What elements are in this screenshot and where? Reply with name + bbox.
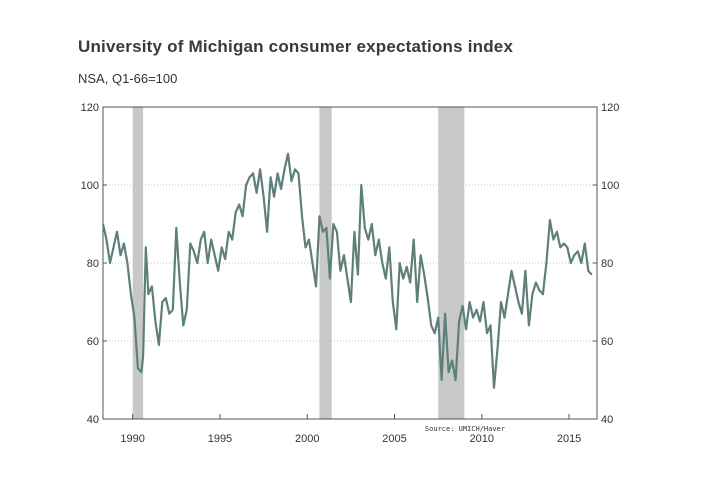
gridlines: [103, 184, 597, 342]
x-tick-label: 2005: [382, 433, 406, 445]
y-tick-label-left: 100: [81, 180, 99, 192]
chart-title: University of Michigan consumer expectat…: [78, 37, 514, 56]
y-axis-left: 40 60 80 100 120: [81, 102, 107, 426]
x-axis: 1990 1995 2000 2005 2010 2015: [120, 414, 581, 445]
source-note: Source: UMICH/Haver: [425, 425, 505, 433]
recession-bar: [132, 107, 144, 419]
x-tick-label: 1990: [120, 433, 144, 445]
x-tick-label: 2000: [295, 433, 319, 445]
y-tick-label-right: 40: [601, 414, 613, 426]
x-tick-label: 2015: [557, 433, 581, 445]
series-line: [101, 152, 593, 389]
chart-subtitle: NSA, Q1-66=100: [78, 71, 178, 86]
x-tick-label: 1995: [208, 433, 232, 445]
x-tick-label: 2010: [470, 433, 494, 445]
y-tick-label-left: 60: [87, 336, 99, 348]
y-tick-label-left: 80: [87, 258, 99, 270]
y-tick-label-left: 120: [81, 102, 99, 114]
y-tick-label-left: 40: [87, 414, 99, 426]
y-tick-label-right: 100: [601, 180, 619, 192]
y-tick-label-right: 80: [601, 258, 613, 270]
series-layer: [101, 152, 593, 389]
y-tick-label-right: 60: [601, 336, 613, 348]
y-tick-label-right: 120: [601, 102, 619, 114]
y-axis-right: 40 60 80 100 120: [593, 102, 619, 426]
